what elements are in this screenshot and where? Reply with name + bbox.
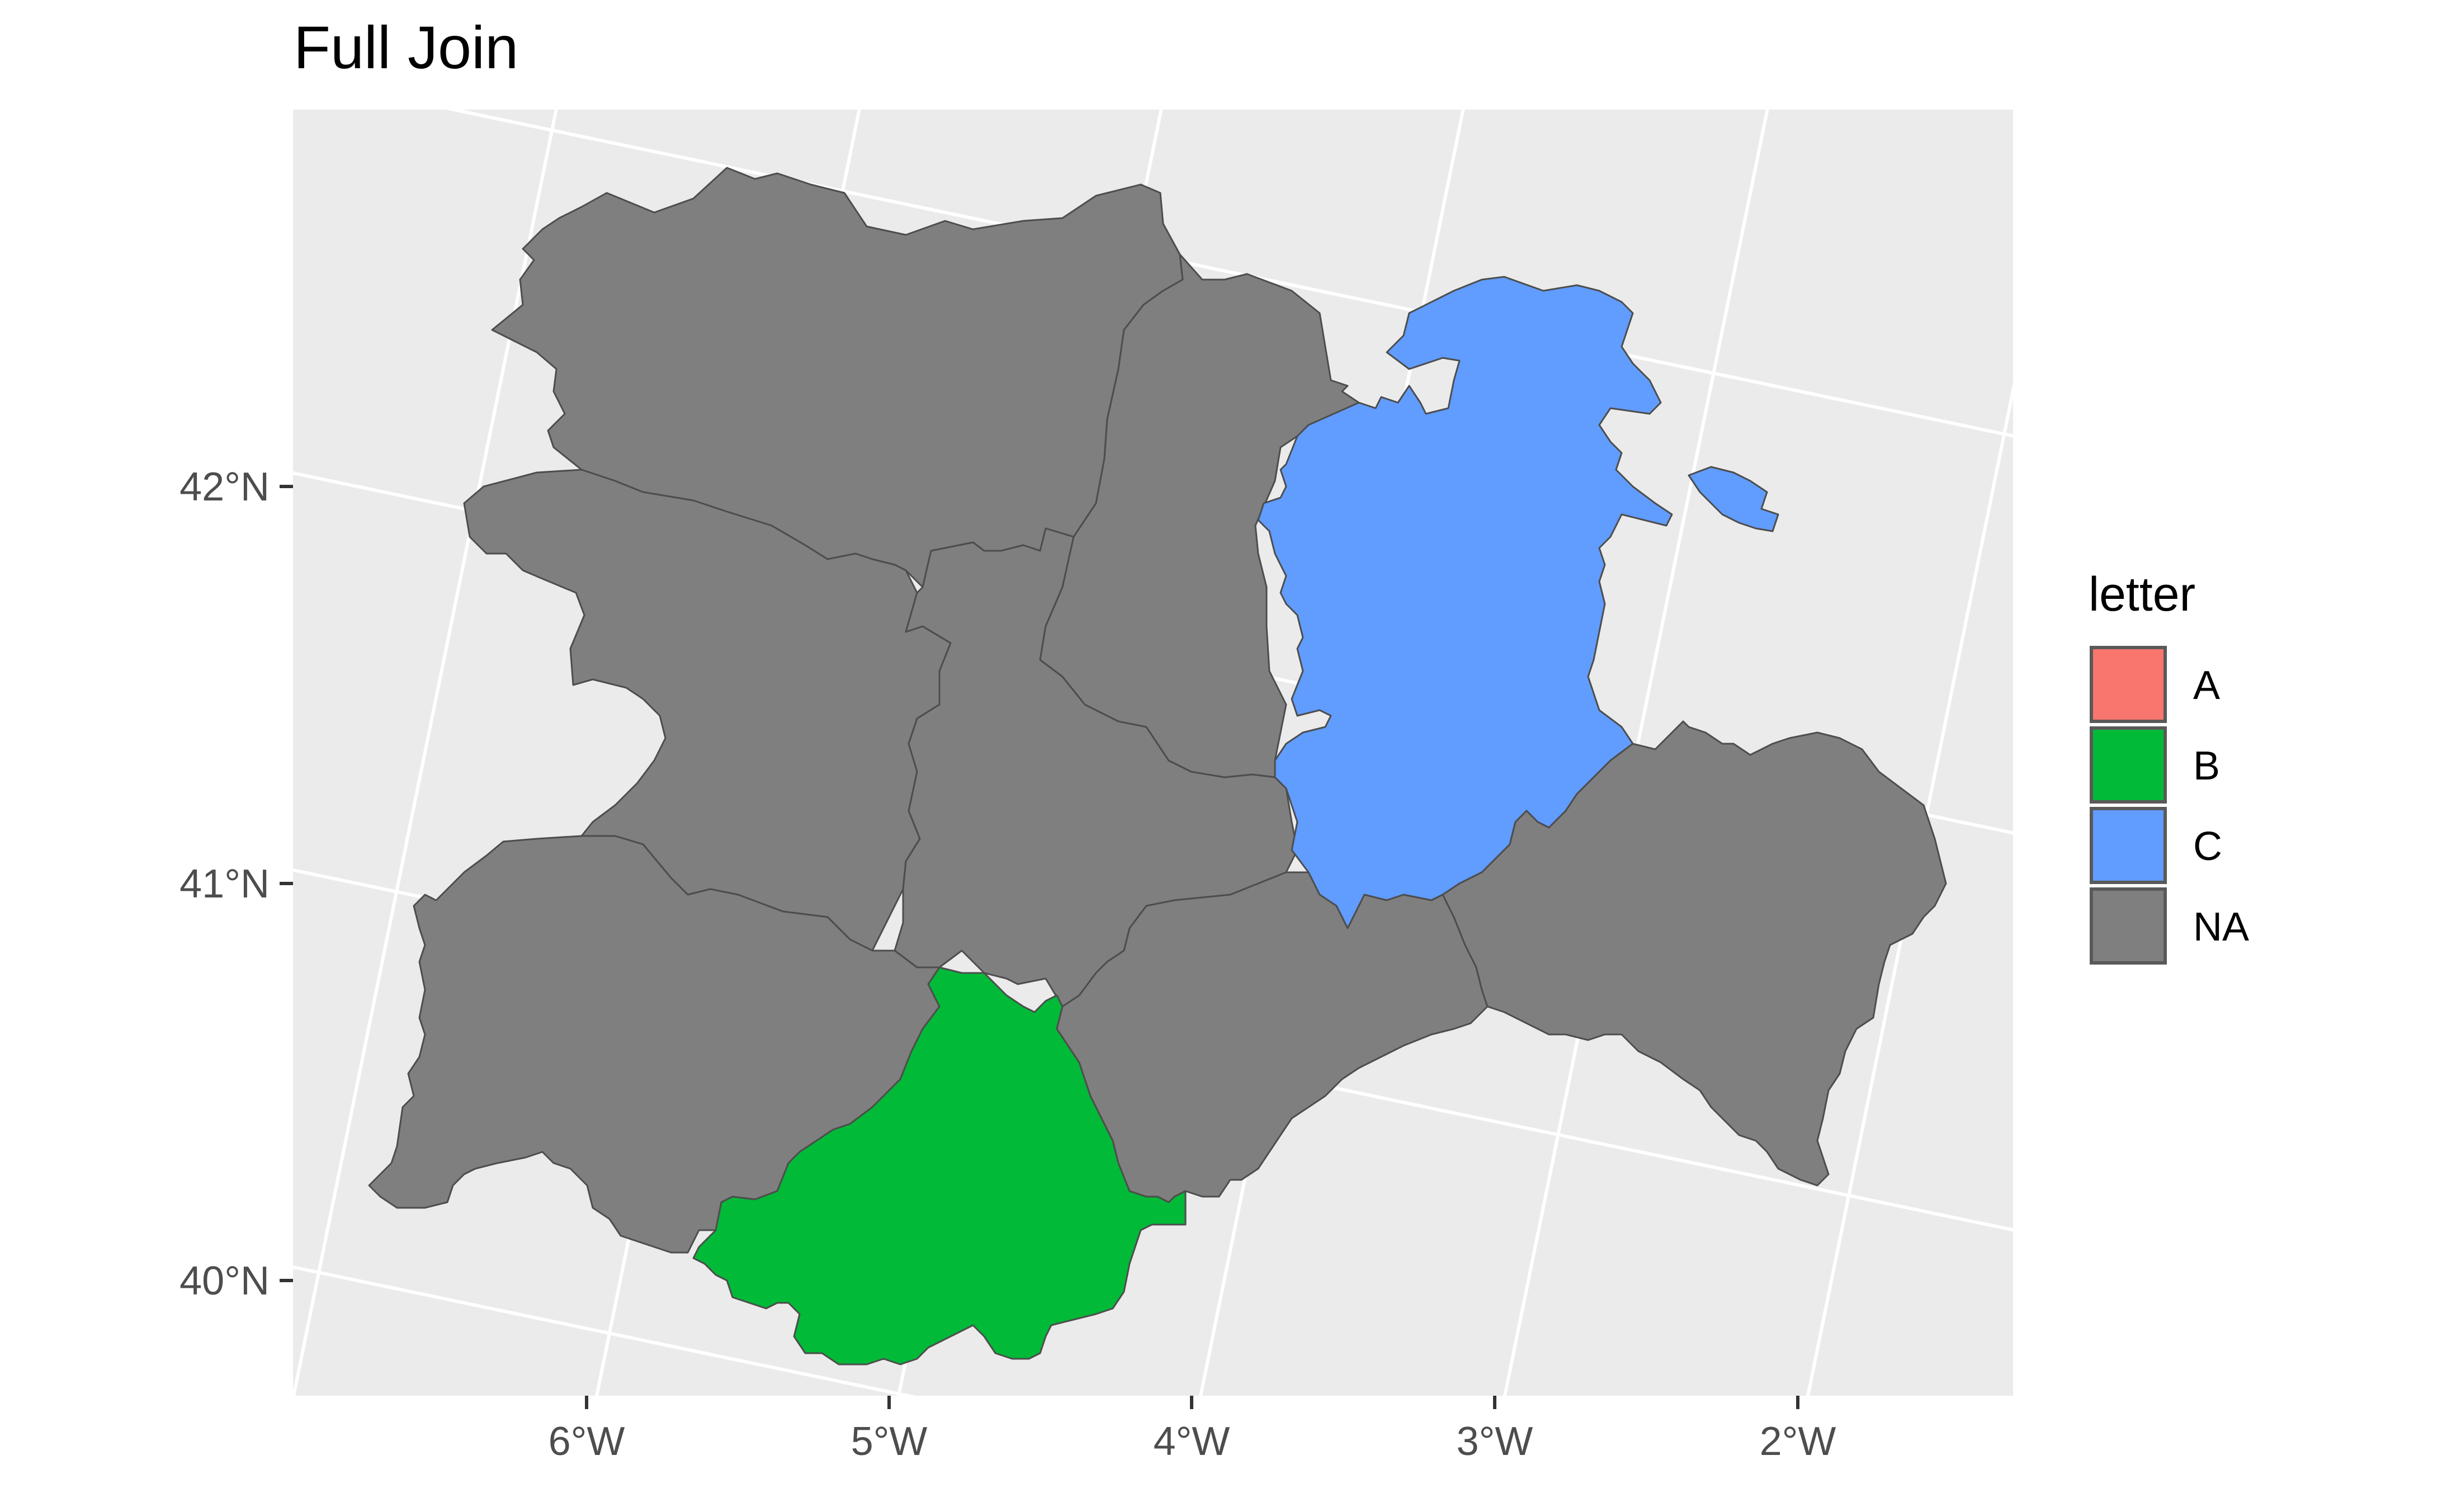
map-regions (368, 167, 1947, 1365)
legend-swatch-b (2090, 726, 2167, 804)
legend-swatch-a (2090, 646, 2167, 723)
x-tick-label-5w: 5°W (851, 1419, 928, 1464)
chart-title: Full Join (294, 13, 518, 81)
south-central-region (1056, 871, 1489, 1203)
y-tick-label-42n: 42°N (179, 465, 270, 509)
meridian-line (1806, 382, 2013, 1396)
x-tick-label-3w: 3°W (1457, 1419, 1533, 1464)
north-central-region (1039, 253, 1371, 778)
legend: letter A B C NA (2089, 568, 2249, 965)
x-tick-label-4w: 4°W (1154, 1419, 1230, 1464)
x-axis: 6°W 5°W 4°W 3°W 2°W (549, 1396, 1836, 1464)
y-tick-label-41n: 41°N (179, 862, 270, 906)
legend-label-b: B (2193, 744, 2220, 788)
x-tick-label-6w: 6°W (549, 1419, 625, 1464)
legend-label-c: C (2193, 824, 2222, 869)
legend-swatch-na (2090, 887, 2167, 965)
blue-region-exclave (1688, 466, 1779, 532)
legend-label-na: NA (2193, 905, 2249, 949)
y-tick-label-40n: 40°N (179, 1259, 270, 1303)
meridian-line (293, 110, 558, 1396)
legend-swatch-c (2090, 807, 2167, 884)
east-region (1442, 720, 1947, 1187)
x-tick-label-2w: 2°W (1760, 1419, 1836, 1464)
legend-label-a: A (2193, 663, 2220, 708)
legend-title: letter (2089, 568, 2195, 621)
parallel-line (293, 1265, 917, 1396)
southwest-region (368, 835, 941, 1254)
y-axis: 42°N 41°N 40°N (179, 465, 293, 1303)
